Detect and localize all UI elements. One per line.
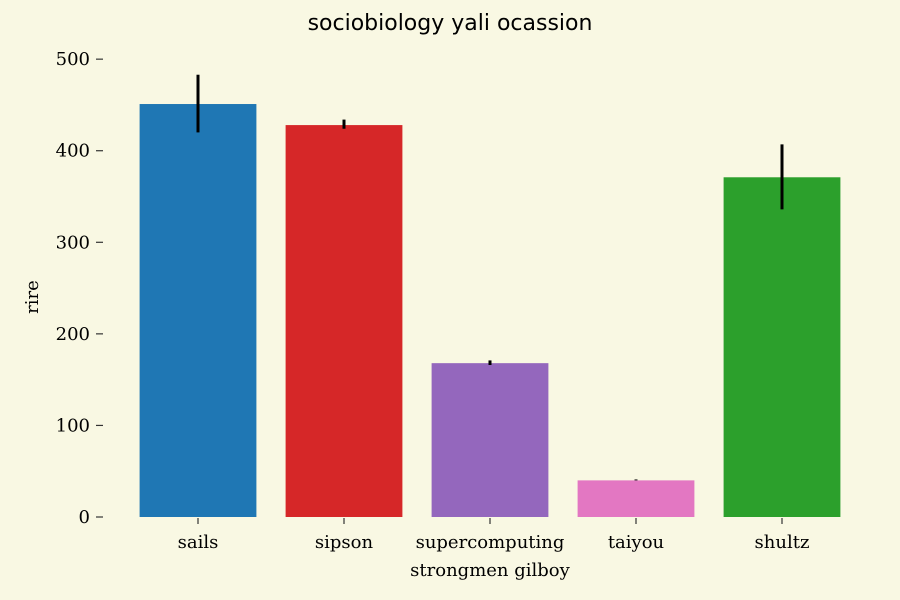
- x-tick-label: taiyou: [608, 532, 664, 553]
- y-tick-label: 500: [56, 49, 90, 70]
- x-tick-label: sails: [178, 532, 219, 553]
- y-tick-label: 400: [56, 141, 90, 162]
- x-tick-label: shultz: [755, 532, 810, 553]
- x-tick-label: sipson: [315, 532, 374, 553]
- y-axis-label: rire: [22, 280, 43, 314]
- bar-sipson: [285, 125, 403, 517]
- error-bars-group: [196, 74, 784, 481]
- y-tick-label: 100: [56, 415, 90, 436]
- bar-supercomputing: [431, 363, 549, 517]
- x-axis-label: strongmen gilboy: [410, 560, 570, 581]
- y-tick-label: 0: [79, 507, 90, 528]
- bar-shultz: [723, 177, 841, 517]
- y-axis: 0 100 200 300 400 500: [56, 49, 103, 528]
- y-tick-label: 200: [56, 324, 90, 345]
- x-axis: sails sipson supercomputing taiyou shultz: [178, 518, 810, 553]
- bar-taiyou: [577, 480, 695, 517]
- x-tick-label: supercomputing: [416, 532, 565, 553]
- bar-sails: [139, 104, 257, 518]
- bars-group: [139, 104, 841, 518]
- chart-title: sociobiology yali ocassion: [308, 11, 593, 36]
- y-tick-label: 300: [56, 232, 90, 253]
